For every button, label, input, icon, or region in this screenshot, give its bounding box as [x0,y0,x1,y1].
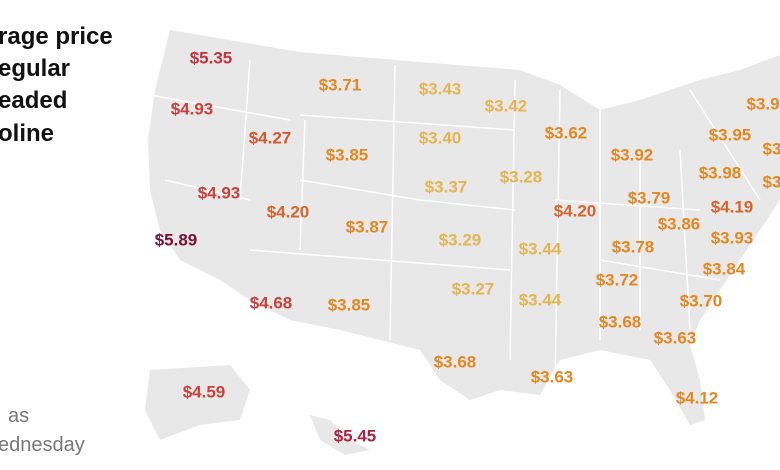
price-label: $3.9 [746,94,779,113]
title: rage price egular eaded oline [0,23,113,147]
title-line: oline [0,120,54,147]
price-label: $4.12 [676,388,719,407]
price-label: $3.93 [711,228,754,247]
price-label: $3.85 [326,145,369,164]
price-label: $3.62 [545,123,588,142]
price-label: $3.37 [425,177,468,196]
title-line: eaded [0,87,67,114]
price-label: $4.20 [267,202,310,221]
price-label: $4.93 [198,183,241,202]
price-label: $3.29 [439,230,482,249]
price-label: $4.19 [711,197,754,216]
price-label: $5.89 [155,230,198,249]
land [145,30,780,455]
price-label: $3.79 [628,188,671,207]
price-label: $3.85 [328,295,371,314]
price-label: $3.42 [485,96,528,115]
price-label: $4.27 [249,128,292,147]
price-label: $4.93 [171,99,214,118]
note-line: as [8,405,29,427]
price-label: $3.84 [703,259,746,278]
note: as ednesday [0,405,85,456]
price-label: $3.27 [452,279,495,298]
price-label: $3.43 [419,79,462,98]
price-label: $3.44 [519,239,562,258]
price-label: $3.86 [658,214,701,233]
price-label: $3.44 [519,290,562,309]
price-label: $4.20 [554,201,597,220]
price-label: $3.63 [654,328,697,347]
price-label: $4.68 [250,293,293,312]
price-label: $3 [763,172,780,191]
price-label: $3.87 [346,217,389,236]
price-label: $3.68 [434,352,477,371]
price-labels: $5.35 $4.93 $3.71 $3.43 $3.42 $3.62 $3.9 $4.27 $… [155,48,780,445]
price-label: $3.98 [699,163,742,182]
price-label: $3.95 [709,125,752,144]
title-line: egular [0,55,70,82]
title-line: rage price [0,23,113,50]
price-label: $5.35 [190,48,233,67]
price-label: $3 [763,139,780,158]
price-label: $4.59 [183,382,226,401]
price-label: $3.40 [419,128,462,147]
price-label: $3.92 [611,145,654,164]
price-label: $3.72 [596,270,639,289]
price-label: $5.45 [334,426,377,445]
price-label: $3.68 [599,312,642,331]
price-label: $3.28 [500,167,543,186]
price-label: $3.63 [531,367,574,386]
price-label: $3.70 [680,291,723,310]
price-label: $3.78 [612,237,655,256]
state-borders [149,59,761,391]
note-line: ednesday [0,434,85,456]
price-label: $3.71 [319,75,362,94]
